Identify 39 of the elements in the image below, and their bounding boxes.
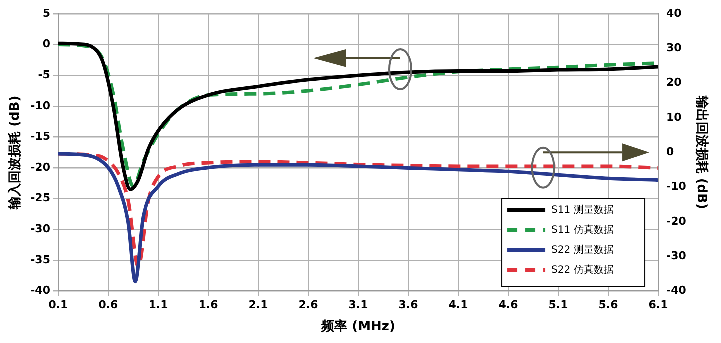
x-tick-label: 2.1 <box>248 298 268 312</box>
y2-tick-label: 0 <box>666 145 675 158</box>
y-tick-label: 0 <box>42 38 51 51</box>
legend-label: S11 测量数据 <box>552 204 614 216</box>
y2-tick-label: 30 <box>666 42 682 55</box>
y2-tick-label: 20 <box>666 76 682 90</box>
x-tick-label: 4.1 <box>448 298 468 312</box>
y-axis-title: 输入回波损耗 (dB) <box>7 96 24 210</box>
y-tick-label: -15 <box>30 130 50 144</box>
y2-tick-label: 10 <box>666 110 682 124</box>
x-tick-label: 3.6 <box>398 298 419 312</box>
y2-tick-label: -20 <box>666 214 687 228</box>
y-tick-label: -25 <box>30 192 50 205</box>
y2-tick-label: 40 <box>666 6 682 20</box>
x-tick-label: 1.1 <box>148 298 168 312</box>
y-tick-label: -20 <box>30 160 51 174</box>
y-tick-label: -10 <box>30 99 51 112</box>
x-tick-label: 0.6 <box>98 298 119 312</box>
x-tick-label: 6.1 <box>648 298 668 312</box>
legend-label: S11 仿真数据 <box>552 224 614 236</box>
x-tick-label: 5.1 <box>548 298 568 312</box>
x-axis-title: 频率 (MHz) <box>320 318 396 335</box>
x-tick-label: 4.6 <box>498 298 519 312</box>
y2-tick-label: -40 <box>666 284 687 298</box>
x-tick-label: 0.1 <box>48 298 68 312</box>
y-tick-label: -40 <box>30 284 51 298</box>
legend-label: S22 测量数据 <box>552 244 614 256</box>
y2-tick-label: -30 <box>666 249 687 262</box>
y2-axis-title: 输出回波损耗 (dB) <box>694 94 710 210</box>
x-tick-label: 2.6 <box>298 298 319 312</box>
y-tick-label: -5 <box>38 68 50 82</box>
x-tick-label: 1.6 <box>198 298 219 312</box>
y2-tick-label: -10 <box>666 180 687 194</box>
x-tick-label: 5.6 <box>598 298 619 312</box>
y-tick-label: -30 <box>30 222 51 236</box>
legend-label: S22 仿真数据 <box>552 264 614 276</box>
y-tick-label: 5 <box>42 6 50 20</box>
x-tick-label: 3.1 <box>348 298 368 312</box>
y-tick-label: -35 <box>30 253 50 266</box>
